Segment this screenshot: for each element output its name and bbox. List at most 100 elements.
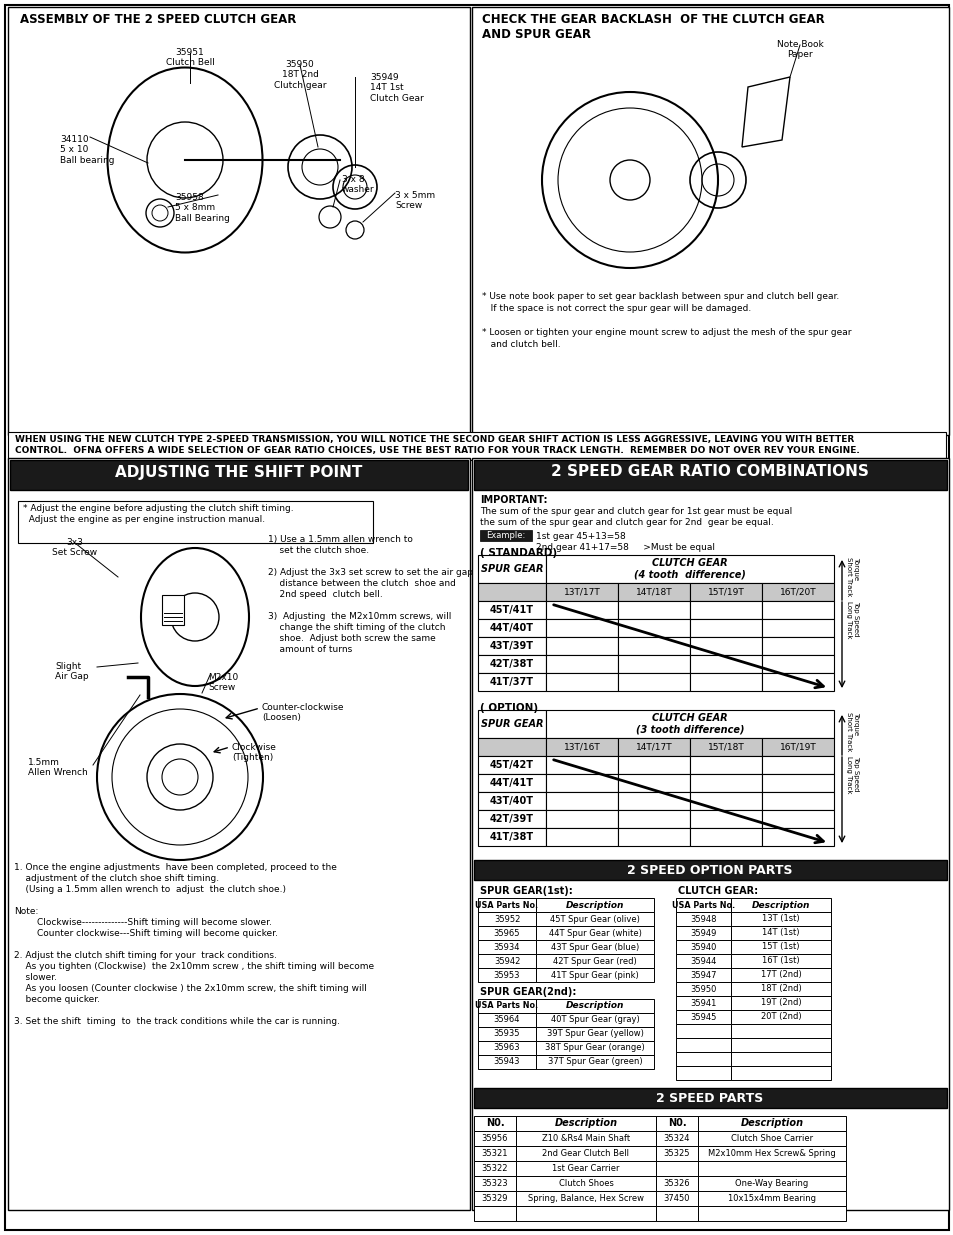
Text: 2 SPEED GEAR RATIO COMBINATIONS: 2 SPEED GEAR RATIO COMBINATIONS xyxy=(551,464,868,479)
Text: (Using a 1.5mm allen wrench to  adjust  the clutch shoe.): (Using a 1.5mm allen wrench to adjust th… xyxy=(14,885,286,894)
Bar xyxy=(536,1013,654,1028)
Text: Counter clockwise---Shift timing will become quicker.: Counter clockwise---Shift timing will be… xyxy=(14,929,277,939)
Text: 3. Set the shift  timing  to  the track conditions while the car is running.: 3. Set the shift timing to the track con… xyxy=(14,1016,339,1026)
Bar xyxy=(536,1041,654,1055)
Text: CLUTCH GEAR
(3 tooth difference): CLUTCH GEAR (3 tooth difference) xyxy=(635,713,743,735)
Text: IMPORTANT:: IMPORTANT: xyxy=(479,495,547,505)
Text: 14T/18T: 14T/18T xyxy=(635,588,672,597)
Bar xyxy=(618,739,689,756)
Bar xyxy=(698,1176,845,1191)
Bar xyxy=(472,458,948,1210)
Text: 35963: 35963 xyxy=(493,1044,519,1052)
Text: 35949: 35949 xyxy=(690,929,716,937)
Bar xyxy=(474,860,946,881)
Text: * Use note book paper to set gear backlash between spur and clutch bell gear.: * Use note book paper to set gear backla… xyxy=(481,291,839,301)
Text: 35935: 35935 xyxy=(494,1030,519,1039)
Bar xyxy=(536,1028,654,1041)
Text: 35942: 35942 xyxy=(494,956,519,966)
Bar xyxy=(474,1131,516,1146)
Bar xyxy=(689,756,761,774)
Bar xyxy=(761,756,833,774)
Text: 35951
Clutch Bell: 35951 Clutch Bell xyxy=(166,48,214,68)
Text: Clutch Shoes: Clutch Shoes xyxy=(558,1179,613,1188)
Text: 35950
18T 2nd
Clutch gear: 35950 18T 2nd Clutch gear xyxy=(274,61,326,90)
Bar xyxy=(516,1146,656,1161)
Bar xyxy=(689,583,761,601)
Bar xyxy=(730,926,830,940)
Text: become quicker.: become quicker. xyxy=(14,995,100,1004)
Bar xyxy=(656,1131,698,1146)
Text: 35943: 35943 xyxy=(494,1057,519,1067)
Text: 1st gear 45+13=58: 1st gear 45+13=58 xyxy=(536,532,625,541)
Text: Note:: Note: xyxy=(14,906,38,916)
Text: 44T/40T: 44T/40T xyxy=(490,622,534,634)
Text: CLUTCH GEAR:: CLUTCH GEAR: xyxy=(678,885,758,897)
Bar xyxy=(477,774,545,792)
Text: 35940: 35940 xyxy=(690,942,716,951)
Text: 35945: 35945 xyxy=(690,1013,716,1021)
Text: 42T/39T: 42T/39T xyxy=(490,814,534,824)
Bar xyxy=(676,995,730,1010)
Bar xyxy=(618,774,689,792)
Bar xyxy=(676,953,730,968)
Bar xyxy=(536,953,654,968)
Text: 37T Spur Gear (green): 37T Spur Gear (green) xyxy=(547,1057,641,1067)
Bar xyxy=(730,898,830,911)
Bar xyxy=(698,1207,845,1221)
Bar xyxy=(477,756,545,774)
Bar xyxy=(730,1052,830,1066)
Bar xyxy=(536,940,654,953)
Bar xyxy=(536,968,654,982)
Bar xyxy=(10,459,468,490)
Bar xyxy=(477,911,536,926)
Bar xyxy=(730,1024,830,1037)
Text: N0.: N0. xyxy=(485,1119,504,1129)
Text: 2 SPEED OPTION PARTS: 2 SPEED OPTION PARTS xyxy=(626,863,792,877)
Bar xyxy=(477,1013,536,1028)
Text: Clutch Shoe Carrier: Clutch Shoe Carrier xyxy=(730,1134,812,1144)
Bar xyxy=(676,898,730,911)
Bar xyxy=(618,827,689,846)
Text: 43T/40T: 43T/40T xyxy=(490,797,534,806)
Bar xyxy=(477,637,545,655)
Text: Torque: Torque xyxy=(852,557,858,580)
Text: Spring, Balance, Hex Screw: Spring, Balance, Hex Screw xyxy=(527,1194,643,1203)
Bar xyxy=(474,1161,516,1176)
Text: Torque: Torque xyxy=(852,713,858,735)
Text: 16T/20T: 16T/20T xyxy=(779,588,816,597)
Text: If the space is not correct the spur gear will be damaged.: If the space is not correct the spur gea… xyxy=(481,304,750,312)
Bar xyxy=(516,1161,656,1176)
Bar xyxy=(545,756,618,774)
Text: 44T Spur Gear (white): 44T Spur Gear (white) xyxy=(548,929,640,937)
Bar xyxy=(477,1055,536,1070)
Text: SPUR GEAR: SPUR GEAR xyxy=(480,719,542,729)
Bar xyxy=(477,1041,536,1055)
Text: 35952: 35952 xyxy=(494,914,519,924)
Text: 35965: 35965 xyxy=(494,929,519,937)
Text: CONTROL.  OFNA OFFERS A WIDE SELECTION OF GEAR RATIO CHOICES, USE THE BEST RATIO: CONTROL. OFNA OFFERS A WIDE SELECTION OF… xyxy=(15,446,859,454)
Text: SPUR GEAR(1st):: SPUR GEAR(1st): xyxy=(479,885,572,897)
Text: 41T Spur Gear (pink): 41T Spur Gear (pink) xyxy=(551,971,639,979)
Text: 2 SPEED PARTS: 2 SPEED PARTS xyxy=(656,1092,762,1104)
Text: 35325: 35325 xyxy=(663,1149,690,1158)
Text: 35941: 35941 xyxy=(690,999,716,1008)
Bar xyxy=(477,555,545,583)
Text: 1) Use a 1.5mm allen wrench to: 1) Use a 1.5mm allen wrench to xyxy=(268,535,413,543)
Text: Clockwise
(Tighten): Clockwise (Tighten) xyxy=(232,743,276,762)
Text: The sum of the spur gear and clutch gear for 1st gear must be equal: The sum of the spur gear and clutch gear… xyxy=(479,508,791,516)
Bar xyxy=(477,968,536,982)
Text: ( OPTION): ( OPTION) xyxy=(479,703,537,713)
Text: SPUR GEAR(2nd):: SPUR GEAR(2nd): xyxy=(479,987,576,997)
Bar xyxy=(477,655,545,673)
Bar xyxy=(698,1116,845,1131)
Text: 2nd speed  clutch bell.: 2nd speed clutch bell. xyxy=(268,590,382,599)
Polygon shape xyxy=(741,77,789,147)
Text: Top Speed: Top Speed xyxy=(852,756,858,792)
Text: 14T/17T: 14T/17T xyxy=(635,742,672,752)
Text: * Loosen or tighten your engine mount screw to adjust the mesh of the spur gear: * Loosen or tighten your engine mount sc… xyxy=(481,329,851,337)
Text: 15T (1st): 15T (1st) xyxy=(761,942,799,951)
Bar xyxy=(474,1191,516,1207)
Text: 45T Spur Gear (olive): 45T Spur Gear (olive) xyxy=(550,914,639,924)
Text: ( STANDARD): ( STANDARD) xyxy=(479,548,557,558)
Bar xyxy=(472,7,948,435)
